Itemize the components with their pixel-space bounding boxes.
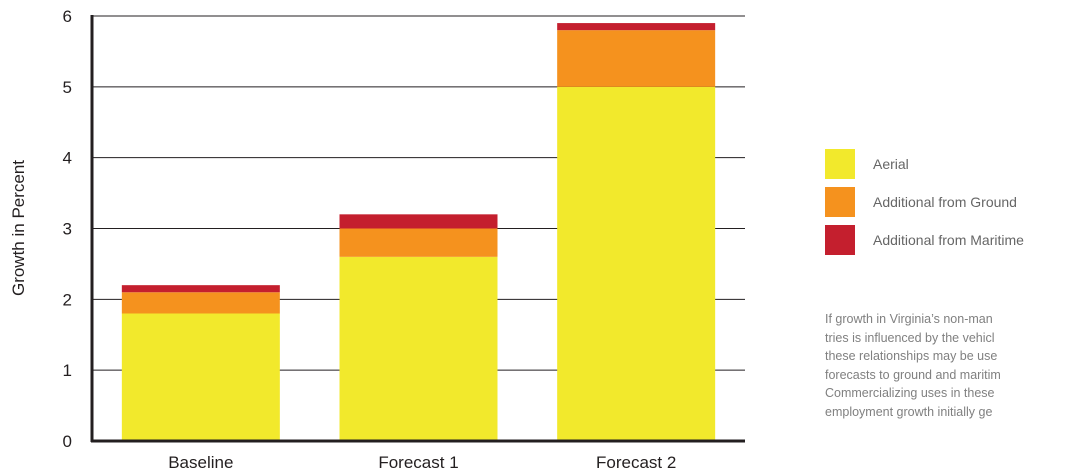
bar-segment (121, 292, 280, 314)
x-tick-label: Baseline (168, 453, 233, 472)
y-tick-label: 6 (63, 7, 72, 26)
tick-labels: 0 1 2 3 4 5 6 Baseline Forecast 1 Forecast 2 (63, 7, 677, 472)
legend-label: Additional from Ground (873, 194, 1017, 210)
bars (121, 23, 716, 441)
note-line: If growth in Virginia’s non-man (825, 312, 993, 326)
note-line: forecasts to ground and maritim (825, 367, 1001, 382)
note-line: employment growth initially ge (825, 404, 993, 419)
y-tick-label: 1 (63, 361, 72, 380)
x-tick-label: Forecast 2 (596, 453, 676, 472)
bar-segment (339, 256, 498, 441)
bar-segment (339, 214, 498, 229)
y-tick-label: 5 (63, 78, 72, 97)
bar-segment (121, 285, 280, 293)
y-tick-label: 2 (63, 290, 72, 309)
legend-swatch (825, 149, 855, 179)
legend-swatch (825, 225, 855, 255)
legend-item: Additional from Maritime (825, 222, 1024, 258)
axes (90, 15, 745, 443)
legend-label: Aerial (873, 156, 909, 172)
legend-label: Additional from Maritime (873, 232, 1024, 248)
x-tick-label: Forecast 1 (378, 453, 458, 472)
legend-item: Aerial (825, 146, 1024, 182)
y-axis-label: Growth in Percent (9, 160, 28, 296)
note-line: Commercializing uses in these (825, 386, 995, 400)
bar-segment (557, 86, 716, 441)
legend-swatch (825, 187, 855, 217)
note-line: tries is influenced by the vehicl (825, 330, 995, 345)
legend-item: Additional from Ground (825, 184, 1024, 220)
bar-segment (121, 313, 280, 441)
bar-segment (339, 228, 498, 257)
bar-segment (557, 30, 716, 87)
y-tick-label: 4 (63, 149, 72, 168)
legend: Aerial Additional from Ground Additional f… (825, 146, 1024, 260)
annotation-text: If growth in Virginia’s non-man tries is … (825, 310, 1071, 421)
y-tick-label: 3 (63, 220, 72, 239)
y-tick-label: 0 (63, 432, 72, 451)
note-line: these relationships may be use (825, 349, 998, 363)
bar-segment (557, 23, 716, 31)
